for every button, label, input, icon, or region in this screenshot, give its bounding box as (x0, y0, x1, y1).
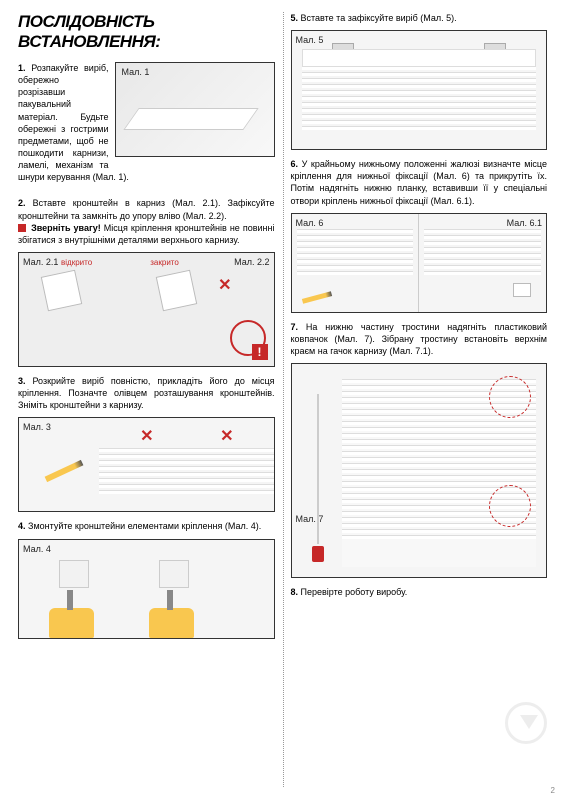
step-4-text: 4. Змонтуйте кронштейни елементами кріпл… (18, 520, 275, 532)
step-5-body: Вставте та зафіксуйте виріб (Мал. 5). (301, 13, 457, 23)
fig5-label: Мал. 5 (296, 35, 324, 45)
page-number: 2 (551, 786, 555, 795)
fig6-clip (513, 283, 531, 297)
fig7-tassel-icon (312, 546, 324, 562)
step-1-block: Мал. 1 1. Розпакуйте виріб, обережно роз… (18, 62, 275, 189)
step-7-body: На нижню частину тростини надягніть плас… (291, 322, 548, 356)
fig7-label: Мал. 7 (296, 514, 324, 524)
fig7-cord (317, 394, 319, 544)
fig6-left: Мал. 6 (292, 214, 420, 312)
fig3-x1-icon: ✕ (140, 426, 153, 446)
fig3-pencil-icon (45, 460, 84, 482)
step-5-num: 5. (291, 13, 299, 23)
step-4-body: Змонтуйте кронштейни елементами кріпленн… (28, 521, 261, 531)
fig6-pencil-icon (301, 291, 331, 304)
fig21-label: Мал. 2.1 (23, 257, 58, 267)
fig3-slats (99, 448, 274, 506)
step-2-body: Вставте кронштейн в карниз (Мал. 2.1). З… (18, 198, 275, 220)
step-2-text: 2. Вставте кронштейн в карниз (Мал. 2.1)… (18, 197, 275, 246)
fig2-alert-icon: ! (252, 344, 268, 360)
fig2-left: Мал. 2.1 відкрито (19, 253, 146, 366)
fig7-detail-circle-1 (489, 376, 531, 418)
fig22-label: Мал. 2.2 (234, 257, 269, 267)
step-1-body: Розпакуйте виріб, обережно розрізавши па… (18, 63, 129, 182)
left-column: ПОСЛІДОВНІСТЬ ВСТАНОВЛЕННЯ: Мал. 1 1. Ро… (10, 12, 283, 787)
watermark-icon (505, 702, 547, 744)
fig1-label: Мал. 1 (122, 67, 150, 77)
step-8-text: 8. Перевірте роботу виробу. (291, 586, 548, 598)
step-6-body: У крайньому нижньому положенні жалюзі ви… (291, 159, 548, 205)
figure-7: Мал. 7 Мал. 7.1 (291, 363, 548, 578)
step-5-text: 5. Вставте та зафіксуйте виріб (Мал. 5). (291, 12, 548, 24)
step-8-num: 8. (291, 587, 299, 597)
step-3-text: 3. Розкрийте виріб повністю, прикладіть … (18, 375, 275, 411)
figure-5: Мал. 5 (291, 30, 548, 150)
step-1-num: 1. (18, 63, 26, 73)
step-6-text: 6. У крайньому нижньому положенні жалюзі… (291, 158, 548, 207)
figure-6: Мал. 6 Мал. 6.1 (291, 213, 548, 313)
fig2-closed: закрито (150, 258, 179, 267)
fig7-detail-circle-2 (489, 485, 531, 527)
fig5-topbar (302, 49, 537, 67)
fig2-open: відкрито (61, 258, 92, 267)
fig4-bracket-1 (59, 560, 89, 588)
fig2-right: Мал. 2.2 закрито ✕ ! (146, 253, 273, 366)
step-4-num: 4. (18, 521, 26, 531)
figure-1: Мал. 1 (115, 62, 275, 157)
page-title: ПОСЛІДОВНІСТЬ ВСТАНОВЛЕННЯ: (18, 12, 275, 52)
fig6-right: Мал. 6.1 (419, 214, 546, 312)
right-column: 5. Вставте та зафіксуйте виріб (Мал. 5).… (283, 12, 556, 787)
fig4-label: Мал. 4 (23, 544, 51, 554)
fig6-label: Мал. 6 (296, 218, 324, 228)
step-3-body: Розкрийте виріб повністю, прикладіть йог… (18, 376, 275, 410)
fig2-bracket-r (156, 270, 198, 312)
figure-4: Мал. 4 (18, 539, 275, 639)
fig1-rail-graphic (123, 108, 258, 130)
warn-label: Зверніть увагу! (31, 223, 101, 233)
step-7-num: 7. (291, 322, 299, 332)
step-8-body: Перевірте роботу виробу. (301, 587, 408, 597)
fig5-slats (302, 66, 537, 144)
fig4-drill-2-icon (149, 608, 194, 638)
fig2-bracket-l (41, 270, 83, 312)
figure-2: Мал. 2.1 відкрито Мал. 2.2 закрито ✕ ! (18, 252, 275, 367)
step-7-text: 7. На нижню частину тростини надягніть п… (291, 321, 548, 357)
fig6-slats-l (297, 229, 414, 292)
figure-3: Мал. 3 ✕ ✕ (18, 417, 275, 512)
fig4-bracket-2 (159, 560, 189, 588)
fig61-label: Мал. 6.1 (507, 218, 542, 228)
fig3-label: Мал. 3 (23, 422, 51, 432)
step-2-num: 2. (18, 198, 26, 208)
fig2-x-icon: ✕ (218, 275, 231, 295)
fig3-x2-icon: ✕ (220, 426, 233, 446)
step-3-num: 3. (18, 376, 26, 386)
column-divider (283, 12, 284, 787)
fig4-drill-1-icon (49, 608, 94, 638)
step-6-num: 6. (291, 159, 299, 169)
warning-square-icon (18, 224, 26, 232)
